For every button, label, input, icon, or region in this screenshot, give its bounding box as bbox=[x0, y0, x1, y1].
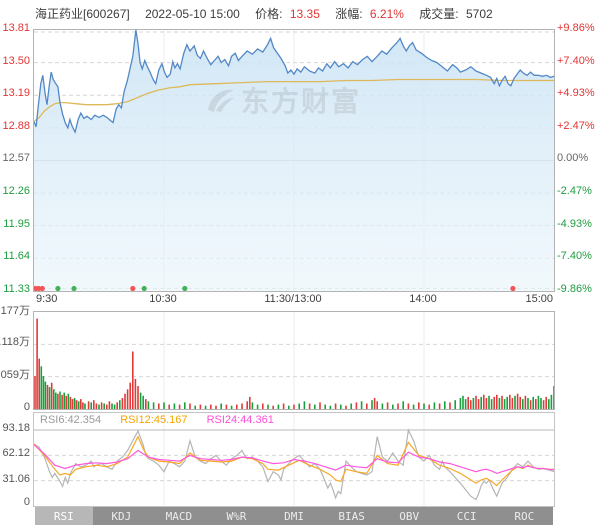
pct-axis-label: -4.93% bbox=[557, 218, 592, 230]
pct-axis-label: 0.00% bbox=[557, 152, 589, 164]
stock-title: 海正药业[600267] bbox=[35, 7, 130, 21]
price-label: 价格: bbox=[255, 7, 283, 21]
volume-label: 成交量: bbox=[419, 7, 459, 21]
pct-axis-label: +9.86% bbox=[557, 22, 595, 34]
volume-axis-label: 0.118万 bbox=[0, 336, 30, 348]
tab-cci[interactable]: CCI bbox=[456, 509, 477, 523]
tab-wr[interactable]: W%R bbox=[226, 509, 247, 523]
change-value: 6.21% bbox=[369, 7, 404, 21]
y-axis-label: 12.88 bbox=[2, 120, 30, 132]
volume-axis-label: 0.177万 bbox=[0, 305, 30, 317]
rsi-pane[interactable] bbox=[33, 412, 555, 507]
y-axis-label: 11.95 bbox=[3, 218, 30, 230]
tab-dmi[interactable]: DMI bbox=[284, 509, 304, 523]
time-label: 10:30 bbox=[149, 293, 177, 305]
rsi-svg bbox=[34, 413, 554, 506]
price-chart-svg bbox=[34, 30, 554, 291]
pct-axis-label: +2.47% bbox=[557, 120, 595, 132]
time-label: 9:30 bbox=[36, 293, 58, 305]
pct-axis-label: -2.47% bbox=[557, 185, 592, 197]
pct-axis-label: +7.40% bbox=[557, 55, 595, 67]
tab-roc[interactable]: ROC bbox=[514, 509, 535, 523]
rsi-axis-label: 31.06 bbox=[2, 473, 30, 485]
y-axis-label: 12.26 bbox=[2, 185, 30, 197]
price-value: 13.35 bbox=[289, 7, 320, 21]
tab-kdj[interactable]: KDJ bbox=[111, 509, 132, 523]
change-label: 涨幅: bbox=[335, 7, 363, 21]
rsi12-legend: RSI12:45.167 bbox=[120, 414, 188, 426]
volume-svg bbox=[34, 312, 554, 409]
rsi-axis-label: 93.18 bbox=[2, 422, 30, 434]
pct-axis-label: -9.86% bbox=[557, 283, 592, 295]
time-label: 14:00 bbox=[409, 293, 437, 305]
volume-axis-label: 0 bbox=[23, 401, 30, 413]
indicator-tabbar: RSI KDJ MACD W%R DMI BIAS OBV CCI ROC bbox=[35, 507, 553, 525]
datetime: 2022-05-10 15:00 bbox=[145, 7, 240, 21]
rsi-axis-label: 0 bbox=[23, 496, 30, 508]
volume-pane[interactable] bbox=[33, 311, 555, 410]
rsi6-legend: RSI6:42.354 bbox=[40, 414, 102, 426]
y-axis-label: 13.81 bbox=[2, 22, 30, 34]
tab-bias[interactable]: BIAS bbox=[338, 509, 365, 523]
tab-rsi[interactable]: RSI bbox=[35, 507, 93, 525]
y-axis-label: 11.33 bbox=[3, 283, 30, 295]
tab-obv[interactable]: OBV bbox=[399, 509, 420, 523]
volume-value: 5702 bbox=[465, 7, 493, 21]
header: 海正药业[600267] 2022-05-10 15:00 价格: 13.35 … bbox=[35, 5, 497, 22]
time-label: 15:00 bbox=[525, 293, 553, 305]
y-axis-label: 12.57 bbox=[2, 152, 30, 164]
rsi-axis-label: 62.12 bbox=[2, 447, 30, 459]
y-axis-label: 11.64 bbox=[3, 250, 30, 262]
y-axis-label: 13.50 bbox=[2, 55, 30, 67]
volume-axis-label: 0.059万 bbox=[0, 369, 30, 381]
time-label: 11:30/13:00 bbox=[264, 293, 322, 305]
rsi24-legend: RSI24:44.361 bbox=[206, 414, 274, 426]
pct-axis-label: +4.93% bbox=[557, 87, 595, 99]
pct-axis-label: -7.40% bbox=[557, 250, 592, 262]
price-chart-pane[interactable]: 东方财富 bbox=[33, 29, 555, 292]
y-axis-label: 13.19 bbox=[2, 87, 30, 99]
rsi-legend: RSI6:42.354 RSI12:45.167 RSI24:44.361 bbox=[40, 414, 290, 426]
tab-macd[interactable]: MACD bbox=[165, 509, 193, 523]
